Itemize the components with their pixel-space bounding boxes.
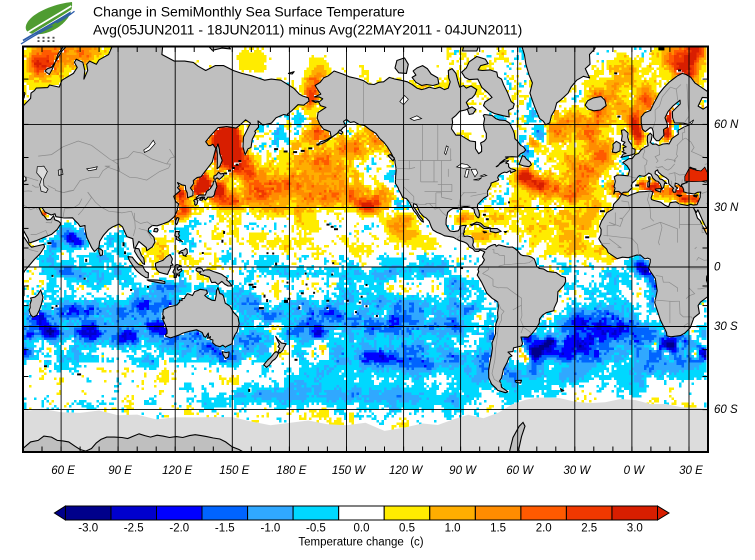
svg-text:0.0: 0.0 [354,523,370,535]
svg-text:90 W: 90 W [449,465,477,477]
svg-text:1.5: 1.5 [490,523,506,535]
svg-text:2.0: 2.0 [536,523,552,535]
svg-text:120 W: 120 W [389,465,423,477]
svg-text:90 E: 90 E [108,465,132,477]
svg-text:30 W: 30 W [563,465,591,477]
svg-text:-1.0: -1.0 [260,523,280,535]
svg-text:150 E: 150 E [219,465,249,477]
svg-text:60 S: 60 S [714,404,738,416]
svg-text:Temperature change (c): Temperature change (c) [298,537,423,549]
svg-text:0 W: 0 W [624,465,646,477]
svg-text:-2.0: -2.0 [169,523,189,535]
svg-text:0: 0 [714,262,721,274]
svg-text:120 E: 120 E [162,465,192,477]
svg-text:30 S: 30 S [714,321,738,333]
svg-text:2.5: 2.5 [581,523,597,535]
svg-text:-3.0: -3.0 [78,523,98,535]
svg-text:60 W: 60 W [506,465,534,477]
svg-text:60 N: 60 N [714,119,739,131]
svg-text:3.0: 3.0 [627,523,643,535]
svg-text:Change in SemiMonthly Sea Surf: Change in SemiMonthly Sea Surface Temper… [93,4,405,20]
svg-text:-2.5: -2.5 [124,523,144,535]
svg-text:-1.5: -1.5 [215,523,235,535]
svg-text:-0.5: -0.5 [306,523,326,535]
svg-text:0.5: 0.5 [399,523,415,535]
svg-text:60 E: 60 E [51,465,75,477]
svg-text:1.0: 1.0 [445,523,461,535]
svg-text:180 E: 180 E [276,465,306,477]
svg-text:30 E: 30 E [679,465,703,477]
svg-text:30 N: 30 N [714,202,739,214]
svg-text:150 W: 150 W [332,465,366,477]
svg-text:Avg(05JUN2011 - 18JUN2011) min: Avg(05JUN2011 - 18JUN2011) minus Avg(22M… [93,22,522,38]
